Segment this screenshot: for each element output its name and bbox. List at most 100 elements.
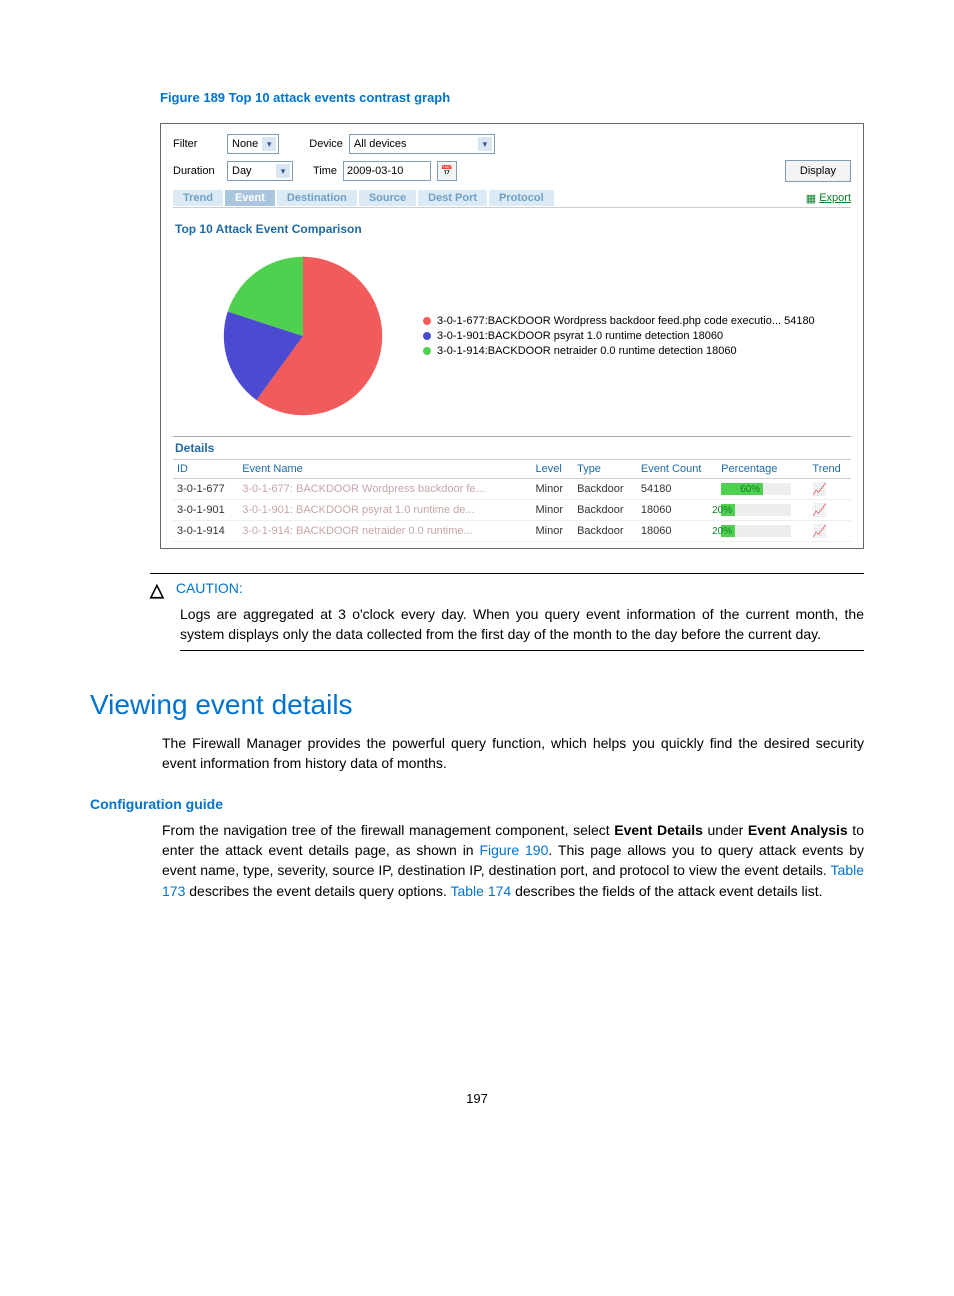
legend-dot-icon	[423, 332, 431, 340]
legend-dot-icon	[423, 347, 431, 355]
config-guide-body: From the navigation tree of the firewall…	[162, 820, 864, 901]
filter-row-1: Filter None ▾ Device All devices ▾	[173, 134, 851, 154]
tab-destination[interactable]: Destination	[277, 190, 357, 206]
trend-up-icon[interactable]: 📈	[812, 482, 827, 496]
cell-id: 3-0-1-901	[173, 500, 238, 521]
legend-item: 3-0-1-677:BACKDOOR Wordpress backdoor fe…	[423, 315, 815, 327]
duration-label: Duration	[173, 165, 221, 177]
filter-label: Filter	[173, 138, 221, 150]
time-label: Time	[313, 165, 337, 177]
time-input-value: 2009-03-10	[347, 165, 403, 177]
cell-count: 18060	[637, 500, 717, 521]
column-header[interactable]: Event Name	[238, 460, 531, 479]
tab-source[interactable]: Source	[359, 190, 416, 206]
cell-trend: 📈	[808, 479, 851, 500]
percentage-bar: 20%	[721, 525, 804, 537]
device-select[interactable]: All devices ▾	[349, 134, 495, 154]
cell-level: Minor	[532, 479, 574, 500]
column-header[interactable]: Trend	[808, 460, 851, 479]
trend-up-icon[interactable]: 📈	[812, 524, 827, 538]
export-label: Export	[819, 192, 851, 204]
cell-type: Backdoor	[573, 500, 637, 521]
device-select-value: All devices	[352, 138, 478, 150]
caution-label: CAUTION:	[176, 580, 243, 596]
cell-count: 54180	[637, 479, 717, 500]
cell-event-name: 3-0-1-677: BACKDOOR Wordpress backdoor f…	[238, 479, 531, 500]
calendar-icon[interactable]: 📅	[437, 161, 457, 181]
column-header[interactable]: Event Count	[637, 460, 717, 479]
cell-trend: 📈	[808, 500, 851, 521]
cross-reference-link[interactable]: Table 173	[162, 862, 864, 898]
cell-count: 18060	[637, 521, 717, 542]
inline-bold: Event Details	[614, 822, 703, 838]
cell-level: Minor	[532, 500, 574, 521]
config-guide-heading: Configuration guide	[90, 796, 864, 812]
tab-protocol[interactable]: Protocol	[489, 190, 554, 206]
legend-label: 3-0-1-677:BACKDOOR Wordpress backdoor fe…	[437, 315, 815, 327]
cell-percentage: 60%	[717, 479, 808, 500]
page-number: 197	[90, 1091, 864, 1106]
cell-event-name: 3-0-1-914: BACKDOOR netraider 0.0 runtim…	[238, 521, 531, 542]
legend-item: 3-0-1-901:BACKDOOR psyrat 1.0 runtime de…	[423, 330, 815, 342]
excel-icon: ▦	[806, 192, 816, 205]
display-button[interactable]: Display	[785, 160, 851, 182]
cell-id: 3-0-1-914	[173, 521, 238, 542]
filter-select[interactable]: None ▾	[227, 134, 279, 154]
chevron-down-icon: ▾	[478, 137, 492, 151]
section-heading: Viewing event details	[90, 689, 864, 721]
legend-dot-icon	[423, 317, 431, 325]
duration-select[interactable]: Day ▾	[227, 161, 293, 181]
chevron-down-icon: ▾	[276, 164, 290, 178]
cross-reference-link[interactable]: Figure 190	[479, 842, 548, 858]
table-row: 3-0-1-677 3-0-1-677: BACKDOOR Wordpress b…	[173, 479, 851, 500]
event-name-link[interactable]: 3-0-1-901: BACKDOOR psyrat 1.0 runtime d…	[242, 504, 474, 516]
cell-type: Backdoor	[573, 521, 637, 542]
chart-panel-title: Top 10 Attack Event Comparison	[175, 222, 851, 236]
duration-select-value: Day	[230, 165, 276, 177]
pie-svg	[213, 246, 393, 426]
pie-chart	[213, 246, 393, 426]
device-label: Device	[309, 138, 343, 150]
table-row: 3-0-1-914 3-0-1-914: BACKDOOR netraider 0…	[173, 521, 851, 542]
details-table: IDEvent NameLevelTypeEvent CountPercenta…	[173, 459, 851, 542]
column-header[interactable]: Type	[573, 460, 637, 479]
legend-item: 3-0-1-914:BACKDOOR netraider 0.0 runtime…	[423, 345, 815, 357]
filter-row-2: Duration Day ▾ Time 2009-03-10 📅 Display	[173, 160, 851, 182]
table-body: 3-0-1-677 3-0-1-677: BACKDOOR Wordpress b…	[173, 479, 851, 542]
column-header[interactable]: ID	[173, 460, 238, 479]
event-name-link[interactable]: 3-0-1-914: BACKDOOR netraider 0.0 runtim…	[242, 525, 472, 537]
percentage-bar: 20%	[721, 504, 804, 516]
figure-caption: Figure 189 Top 10 attack events contrast…	[160, 90, 864, 105]
tab-dest-port[interactable]: Dest Port	[418, 190, 487, 206]
chart-area: 3-0-1-677:BACKDOOR Wordpress backdoor fe…	[213, 246, 851, 426]
cell-level: Minor	[532, 521, 574, 542]
cell-id: 3-0-1-677	[173, 479, 238, 500]
cell-event-name: 3-0-1-901: BACKDOOR psyrat 1.0 runtime d…	[238, 500, 531, 521]
inline-bold: Event Analysis	[748, 822, 848, 838]
column-header[interactable]: Percentage	[717, 460, 808, 479]
filter-select-value: None	[230, 138, 262, 150]
cell-percentage: 20%	[717, 500, 808, 521]
section-intro: The Firewall Manager provides the powerf…	[162, 733, 864, 774]
caution-body: Logs are aggregated at 3 o'clock every d…	[180, 605, 864, 644]
tab-trend[interactable]: Trend	[173, 190, 223, 206]
tabs-row: TrendEventDestinationSourceDest PortProt…	[173, 190, 851, 208]
screenshot-panel: Filter None ▾ Device All devices ▾ Durat…	[160, 123, 864, 549]
legend-label: 3-0-1-914:BACKDOOR netraider 0.0 runtime…	[437, 345, 737, 357]
event-name-link[interactable]: 3-0-1-677: BACKDOOR Wordpress backdoor f…	[242, 483, 485, 495]
trend-up-icon[interactable]: 📈	[812, 503, 827, 517]
column-header[interactable]: Level	[532, 460, 574, 479]
details-title: Details	[175, 441, 851, 455]
time-input[interactable]: 2009-03-10	[343, 161, 431, 181]
warning-icon: △	[150, 580, 164, 601]
percentage-bar: 60%	[721, 483, 804, 495]
export-link[interactable]: ▦ Export	[806, 192, 851, 205]
cross-reference-link[interactable]: Table 174	[450, 883, 511, 899]
tab-event[interactable]: Event	[225, 190, 275, 206]
chart-legend: 3-0-1-677:BACKDOOR Wordpress backdoor fe…	[423, 312, 815, 360]
legend-label: 3-0-1-901:BACKDOOR psyrat 1.0 runtime de…	[437, 330, 723, 342]
table-header-row: IDEvent NameLevelTypeEvent CountPercenta…	[173, 460, 851, 479]
cell-type: Backdoor	[573, 479, 637, 500]
table-row: 3-0-1-901 3-0-1-901: BACKDOOR psyrat 1.0 …	[173, 500, 851, 521]
chevron-down-icon: ▾	[262, 137, 276, 151]
